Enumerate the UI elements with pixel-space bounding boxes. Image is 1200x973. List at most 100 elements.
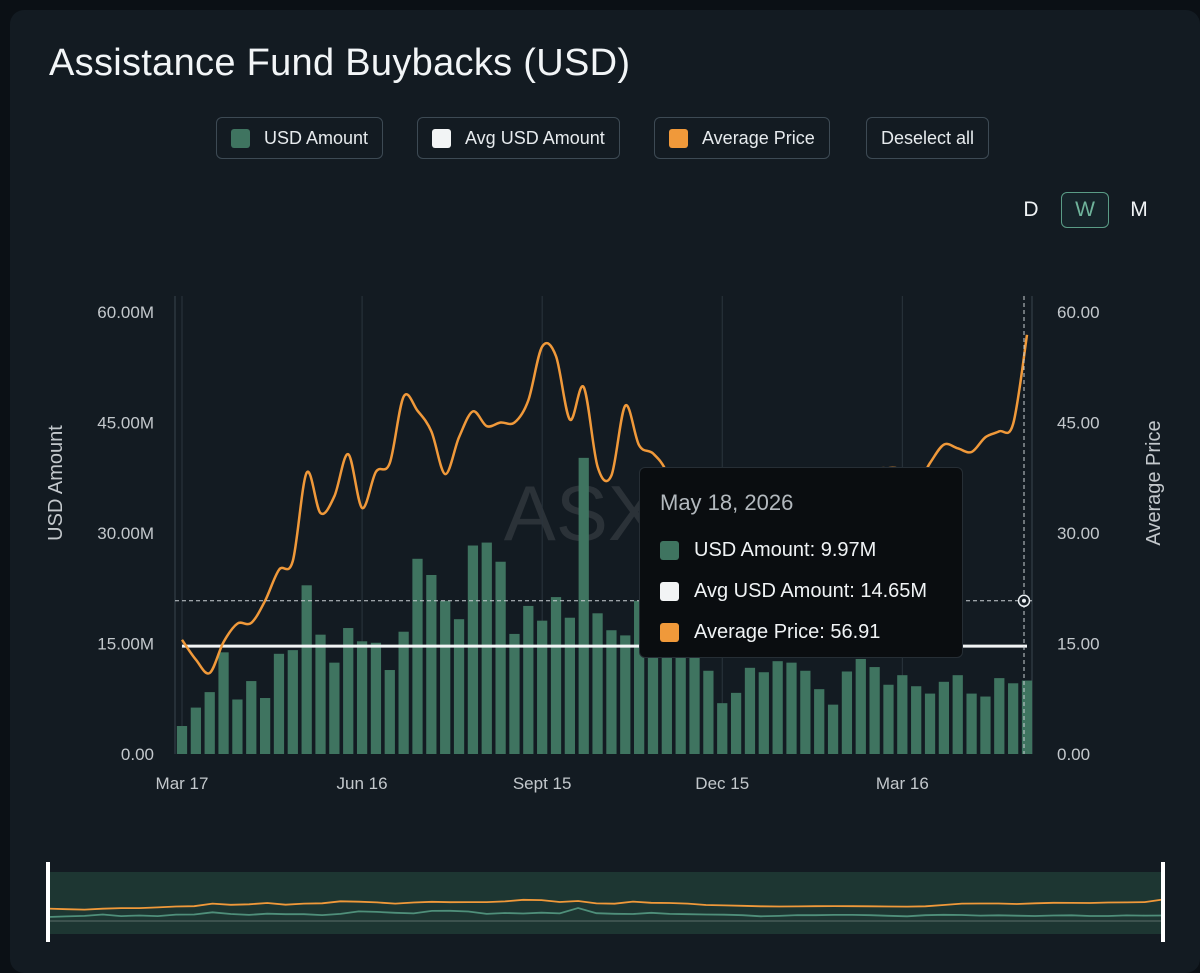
- usd-amount-bar: [176, 726, 188, 754]
- usd-amount-bar: [315, 634, 326, 754]
- usd-amount-bar: [634, 600, 645, 754]
- tooltip-average-price-swatch-icon: [660, 623, 679, 642]
- usd-amount-bar: [356, 641, 368, 754]
- legend-usd-amount-label: USD Amount: [264, 127, 369, 148]
- usd-amount-bar: [786, 662, 797, 754]
- tooltip-avg-usd-amount-swatch-icon: [660, 582, 679, 601]
- usd-amount-bar: [897, 675, 908, 754]
- usd-amount-bar: [952, 675, 963, 754]
- usd-amount-bar: [1008, 683, 1019, 754]
- usd-amount-bar: [966, 693, 977, 754]
- crosshair-marker-dot: [1022, 598, 1026, 603]
- tooltip-row-average-price: Average Price: 56.91: [660, 612, 942, 653]
- usd-amount-bar: [1021, 680, 1033, 754]
- usd-amount-bar: [495, 561, 506, 754]
- y2-tick-label: 60.00: [1057, 303, 1100, 322]
- usd-amount-bar: [938, 681, 950, 754]
- usd-amount-bar: [758, 672, 769, 754]
- range-navigator[interactable]: [46, 862, 1165, 942]
- usd-amount-bar: [800, 670, 811, 754]
- y-tick-label: 45.00M: [97, 414, 154, 433]
- usd-amount-bar: [246, 681, 257, 754]
- y2-tick-label: 30.00: [1057, 524, 1100, 543]
- y2-tick-label: 45.00: [1057, 414, 1100, 433]
- x-tick-label: Sept 15: [513, 774, 572, 793]
- usd-amount-bar: [550, 597, 562, 754]
- tooltip-row-usd-amount: USD Amount: 9.97M: [660, 530, 942, 571]
- y-tick-label: 30.00M: [97, 524, 154, 543]
- usd-amount-bar: [620, 635, 631, 754]
- tooltip-usd-amount-text: USD Amount: 9.97M: [694, 539, 877, 561]
- usd-amount-bar: [703, 670, 714, 754]
- usd-amount-bar: [855, 658, 866, 754]
- usd-amount-bar: [661, 642, 672, 754]
- usd-amount-bar: [924, 693, 936, 754]
- y2-axis-label: Average Price: [1143, 420, 1165, 545]
- usd-amount-bar: [232, 699, 243, 754]
- navigator-usd-line: [47, 907, 1164, 918]
- tooltip-date: May 18, 2026: [660, 490, 794, 515]
- usd-amount-bar: [370, 642, 382, 754]
- legend-avg-usd-amount-label: Avg USD Amount: [465, 127, 605, 148]
- x-tick-label: Mar 16: [876, 774, 929, 793]
- usd-amount-bar: [190, 707, 201, 754]
- timeframe-week-button[interactable]: W: [1061, 192, 1109, 228]
- usd-amount-bar: [592, 613, 603, 754]
- usd-amount-bar: [744, 667, 756, 754]
- tooltip-avg-usd-amount-text: Avg USD Amount: 14.65M: [694, 580, 928, 602]
- usd-amount-bar: [453, 619, 465, 754]
- usd-amount-bars: [176, 457, 1033, 754]
- usd-amount-bar: [883, 684, 894, 754]
- usd-amount-bar: [689, 657, 700, 754]
- usd-amount-bar: [287, 650, 298, 754]
- usd-amount-bar: [329, 662, 340, 754]
- chart-card: Assistance Fund Buybacks (USD) USD Amoun…: [10, 10, 1200, 973]
- usd-amount-bar: [647, 633, 659, 754]
- timeframe-day-button[interactable]: D: [1023, 198, 1039, 221]
- usd-amount-bar: [564, 617, 575, 754]
- usd-amount-bar: [426, 574, 437, 754]
- usd-amount-bar: [994, 678, 1005, 754]
- hover-tooltip: May 18, 2026 USD Amount: 9.97M Avg USD A…: [639, 467, 963, 658]
- usd-amount-bar: [412, 558, 423, 754]
- usd-amount-bar: [911, 686, 922, 754]
- x-tick-label: Jun 16: [337, 774, 388, 793]
- usd-amount-bar: [730, 692, 742, 754]
- y-axis-label: USD Amount: [45, 425, 67, 541]
- usd-amount-bar: [273, 653, 285, 754]
- y-tick-label: 60.00M: [97, 303, 154, 322]
- legend-usd-amount-button[interactable]: USD Amount: [216, 117, 384, 159]
- navigator-price-line: [47, 898, 1164, 911]
- legend-average-price-label: Average Price: [702, 127, 815, 148]
- legend-avg-usd-amount-button[interactable]: Avg USD Amount: [417, 117, 620, 159]
- usd-amount-bar: [384, 670, 395, 754]
- usd-amount-bar: [301, 585, 312, 754]
- tooltip-row-avg-usd-amount: Avg USD Amount: 14.65M: [660, 571, 942, 612]
- usd-amount-bar: [827, 704, 839, 754]
- y-tick-label: 15.00M: [97, 635, 154, 654]
- usd-amount-bar: [218, 652, 229, 754]
- x-tick-label: Dec 15: [695, 774, 749, 793]
- usd-amount-bar: [509, 633, 520, 754]
- avg-usd-amount-swatch-icon: [432, 128, 451, 148]
- timeframe-month-button[interactable]: M: [1130, 198, 1148, 221]
- chart-title: Assistance Fund Buybacks (USD): [49, 42, 631, 84]
- usd-amount-bar: [398, 631, 409, 754]
- average-price-swatch-icon: [669, 128, 688, 148]
- usd-amount-bar: [578, 457, 589, 754]
- usd-amount-bar: [606, 630, 617, 754]
- usd-amount-bar: [467, 545, 479, 754]
- usd-amount-swatch-icon: [231, 128, 250, 148]
- usd-amount-bar: [440, 600, 451, 754]
- usd-amount-bar: [204, 692, 215, 754]
- deselect-all-button[interactable]: Deselect all: [866, 117, 990, 159]
- legend-average-price-button[interactable]: Average Price: [654, 117, 830, 159]
- usd-amount-bar: [259, 698, 271, 754]
- y2-tick-label: 0.00: [1057, 745, 1090, 764]
- usd-amount-bar: [869, 667, 880, 754]
- usd-amount-bar: [772, 661, 783, 754]
- usd-amount-bar: [343, 628, 354, 754]
- tooltip-usd-amount-swatch-icon: [660, 541, 679, 560]
- tooltip-average-price-text: Average Price: 56.91: [694, 621, 881, 643]
